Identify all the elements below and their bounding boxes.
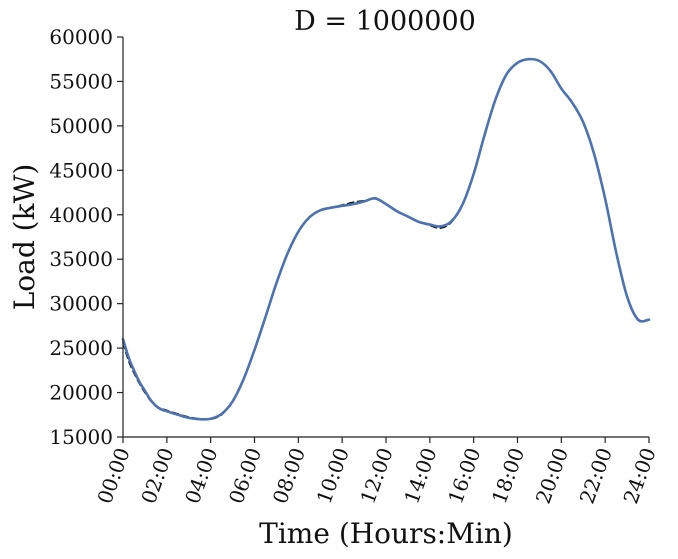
- x-tick-label: 20:00: [531, 445, 573, 507]
- x-tick-label: 04:00: [180, 445, 222, 507]
- y-ticks: 15000 20000 25000 30000 35000 40000 45000 50000…: [49, 25, 123, 449]
- x-tick-label: 00:00: [92, 445, 134, 507]
- chart-title: D = 1000000: [294, 6, 476, 37]
- series-layer: [121, 57, 651, 421]
- y-tick-label: 25000: [49, 336, 113, 360]
- x-tick-label: 12:00: [355, 445, 397, 507]
- x-tick-label: 16:00: [443, 445, 485, 507]
- series-line-solid: [121, 57, 651, 421]
- x-tick-label: 22:00: [575, 445, 617, 507]
- y-tick-label: 40000: [49, 203, 113, 227]
- x-tick-label: 06:00: [224, 445, 266, 507]
- y-tick-label: 45000: [49, 158, 113, 182]
- x-axis-label: Time (Hours:Min): [259, 517, 513, 550]
- y-tick-label: 20000: [49, 381, 113, 405]
- x-tick-label: 08:00: [268, 445, 310, 507]
- y-tick-label: 15000: [49, 425, 113, 449]
- y-tick-label: 50000: [49, 114, 113, 138]
- y-tick-label: 30000: [49, 292, 113, 316]
- x-tick-label: 24:00: [618, 445, 660, 507]
- y-axis-label: Load (kW): [8, 164, 41, 311]
- y-tick-label: 35000: [49, 247, 113, 271]
- x-tick-label: 10:00: [312, 445, 354, 507]
- x-tick-label: 18:00: [487, 445, 529, 507]
- x-tick-label: 14:00: [399, 445, 441, 507]
- series-line-dashed: [122, 58, 650, 421]
- x-ticks: 00:00 02:00 04:00 06:00 08:00 10:00 12:00 14:00…: [92, 437, 661, 507]
- y-tick-label: 55000: [49, 69, 113, 93]
- y-tick-label: 60000: [49, 25, 113, 49]
- x-tick-label: 02:00: [136, 445, 178, 507]
